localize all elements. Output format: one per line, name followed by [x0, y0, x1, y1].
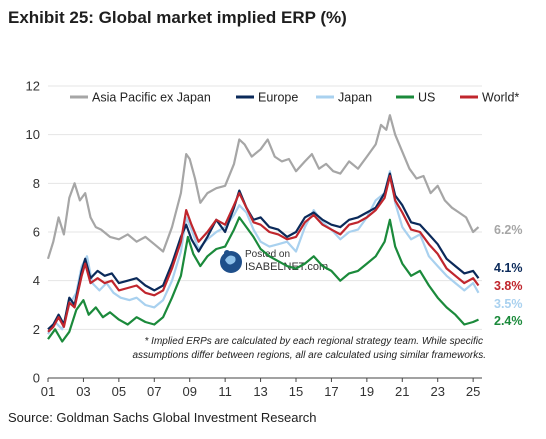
y-tick-0: 0: [33, 371, 40, 386]
series-line-us: [47, 216, 479, 343]
legend-label-asia-pacific-ex-japan: Asia Pacific ex Japan: [92, 91, 211, 105]
watermark-logo: [220, 250, 242, 273]
end-label-world: 3.8%: [494, 279, 523, 293]
x-tick-15: 15: [289, 384, 303, 399]
series-lines: [46, 114, 480, 343]
x-tick-19: 19: [360, 384, 374, 399]
legend: Asia Pacific ex Japan Europe Japan US World*: [70, 91, 519, 105]
end-label-japan: 3.5%: [494, 297, 523, 311]
y-tick-8: 8: [33, 176, 40, 191]
footnote-line1: * Implied ERPs are calculated by each re…: [145, 336, 484, 347]
x-tick-03: 03: [76, 384, 90, 399]
legend-label-europe: Europe: [258, 91, 298, 105]
x-tick-21: 21: [395, 384, 409, 399]
x-tick-11: 11: [218, 384, 232, 399]
x-tick-25: 25: [466, 384, 480, 399]
x-tick-05: 05: [112, 384, 126, 399]
legend-label-world: World*: [482, 91, 519, 105]
x-tick-09: 09: [182, 384, 196, 399]
source-note: Source: Goldman Sachs Global Investment …: [8, 410, 317, 425]
x-tick-13: 13: [253, 384, 267, 399]
series-line-world: [47, 174, 480, 333]
y-tick-2: 2: [33, 322, 40, 337]
legend-label-japan: Japan: [338, 91, 372, 105]
x-tick-17: 17: [324, 384, 338, 399]
end-label-asia-pacific-ex-japan: 6.2%: [494, 223, 523, 237]
footnote-line2: assumptions differ between regions, all …: [133, 350, 487, 361]
x-tick-07: 07: [147, 384, 161, 399]
legend-label-us: US: [418, 91, 435, 105]
x-tick-01: 01: [41, 384, 55, 399]
chart-title: Exhibit 25: Global market implied ERP (%…: [8, 8, 347, 27]
y-axis-ticks: 0 2 4 6 8 10 12: [26, 79, 40, 386]
y-tick-12: 12: [26, 79, 40, 94]
x-tick-23: 23: [430, 384, 444, 399]
x-axis-ticks: 01 03 05 07 09 11 13 15 17 19 21 23 25: [41, 378, 480, 399]
watermark: Posted on ISABELNET.com: [220, 249, 328, 273]
end-label-us: 2.4%: [494, 314, 523, 328]
grid-lines: [48, 85, 482, 330]
y-tick-6: 6: [33, 225, 40, 240]
end-label-europe: 4.1%: [494, 261, 523, 275]
series-line-asia-pacific-ex-japan: [46, 114, 480, 260]
y-tick-10: 10: [26, 127, 40, 142]
end-labels: 6.2% 4.1% 3.5% 2.4% 3.8%: [494, 223, 523, 328]
series-line-japan: [47, 170, 480, 335]
y-tick-4: 4: [33, 273, 40, 288]
